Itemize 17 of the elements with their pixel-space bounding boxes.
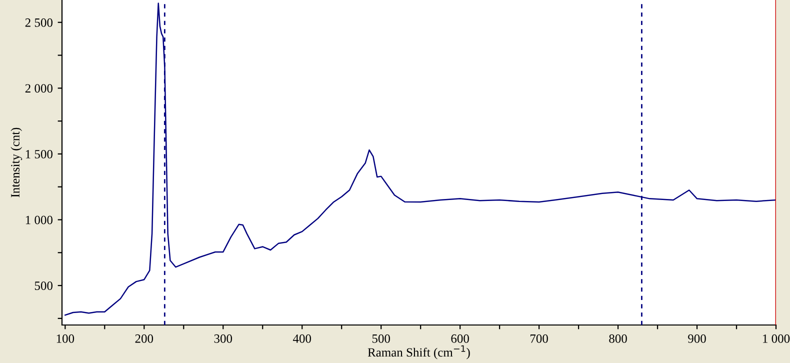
- x-tick-label: 1 000: [763, 334, 790, 343]
- x-axis-title: Raman Shift (cm$^{−1}$): [368, 345, 470, 360]
- x-tick-label: 400: [292, 334, 312, 343]
- y-tick-label: 2 500: [25, 18, 52, 27]
- x-tick-label: 800: [609, 334, 627, 343]
- x-tick-label: 200: [135, 334, 154, 343]
- y-tick-label: 1 000: [26, 216, 52, 224]
- y-axis-title: Intensity (cnt): [10, 128, 22, 198]
- y-tick-label: 2 000: [25, 84, 52, 93]
- x-tick-label: 700: [530, 334, 548, 343]
- x-tick-label: 900: [688, 334, 706, 343]
- x-tick-label: 100: [56, 334, 74, 343]
- x-tick-label: 500: [372, 334, 390, 343]
- y-tick-label: 1 500: [26, 150, 52, 158]
- y-tick-label: 500: [34, 282, 52, 290]
- x-tick-label: 600: [451, 334, 469, 343]
- x-tick-label: 300: [214, 334, 232, 343]
